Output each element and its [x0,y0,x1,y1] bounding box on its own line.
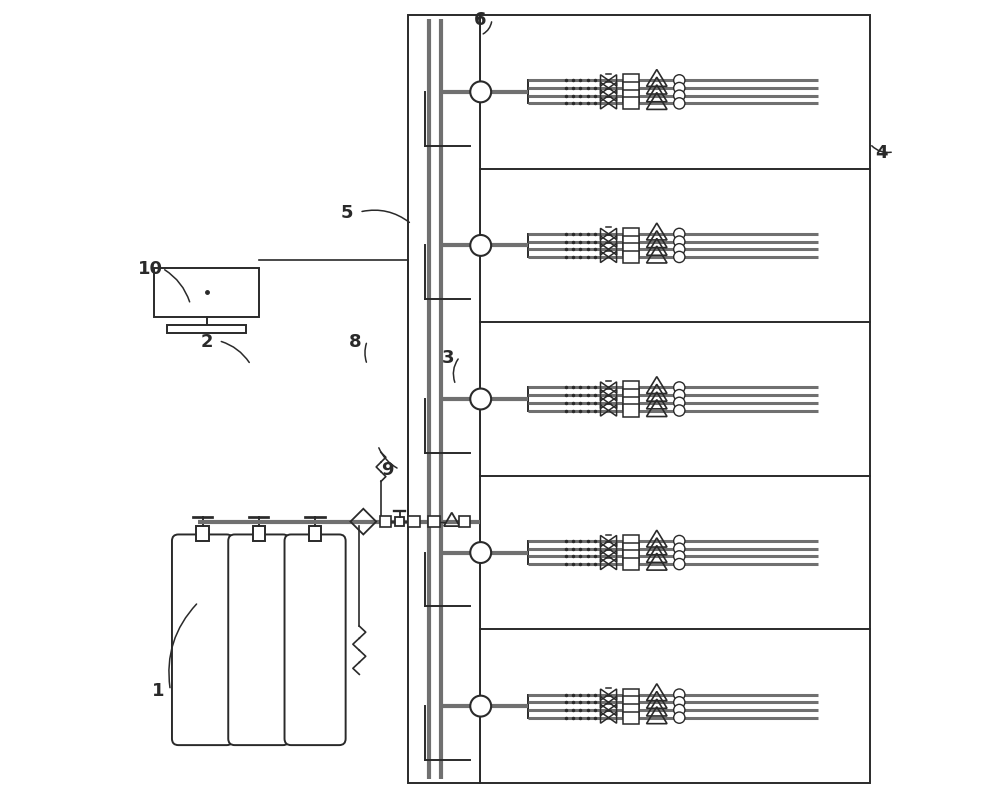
Bar [623,251,639,263]
Bar [623,405,639,417]
Circle shape [674,84,685,95]
Bar [623,244,639,256]
Circle shape [674,536,685,547]
Circle shape [470,236,491,256]
Text: 4: 4 [876,144,888,161]
Circle shape [674,75,685,87]
Circle shape [674,244,685,255]
Circle shape [674,406,685,417]
Circle shape [674,229,685,240]
Circle shape [674,99,685,110]
Bar [623,98,639,110]
Circle shape [674,712,685,724]
Text: 3: 3 [441,349,454,366]
Bar [623,558,639,570]
Bar [623,696,639,708]
Bar [309,527,321,541]
FancyBboxPatch shape [285,535,346,745]
Bar [623,229,639,241]
Bar [395,517,404,527]
Bar [623,83,639,95]
Bar [196,527,209,541]
Bar [623,382,639,394]
FancyBboxPatch shape [228,535,289,745]
Circle shape [674,704,685,715]
Bar [623,536,639,548]
Circle shape [470,83,491,104]
Text: 5: 5 [341,204,353,222]
Bar [167,326,246,333]
FancyBboxPatch shape [172,535,233,745]
Bar [623,551,639,563]
Circle shape [674,237,685,248]
Bar [480,16,870,783]
Bar [408,16,480,783]
Bar [623,711,639,724]
Bar [623,543,639,555]
Text: 8: 8 [349,332,362,350]
Text: 6: 6 [474,11,486,29]
Bar [459,516,470,528]
Bar [428,516,440,528]
Bar [253,527,265,541]
Circle shape [674,551,685,562]
Bar [623,75,639,88]
Circle shape [674,697,685,708]
Text: 1: 1 [152,682,165,699]
Circle shape [470,695,491,717]
Circle shape [674,559,685,570]
Bar [408,516,420,528]
Text: 10: 10 [138,260,163,278]
Bar [623,689,639,701]
Bar [623,397,639,410]
Bar [623,236,639,248]
Circle shape [674,91,685,102]
Circle shape [470,543,491,564]
Circle shape [470,389,491,410]
Text: 2: 2 [200,332,213,350]
Circle shape [674,382,685,393]
Circle shape [674,689,685,700]
Bar [623,704,639,716]
Circle shape [674,390,685,402]
Text: 9: 9 [381,461,394,479]
Bar [623,91,639,103]
Bar [623,389,639,402]
Circle shape [674,544,685,555]
Bar [380,516,391,528]
Circle shape [674,252,685,263]
Bar [154,268,259,318]
Circle shape [674,397,685,409]
